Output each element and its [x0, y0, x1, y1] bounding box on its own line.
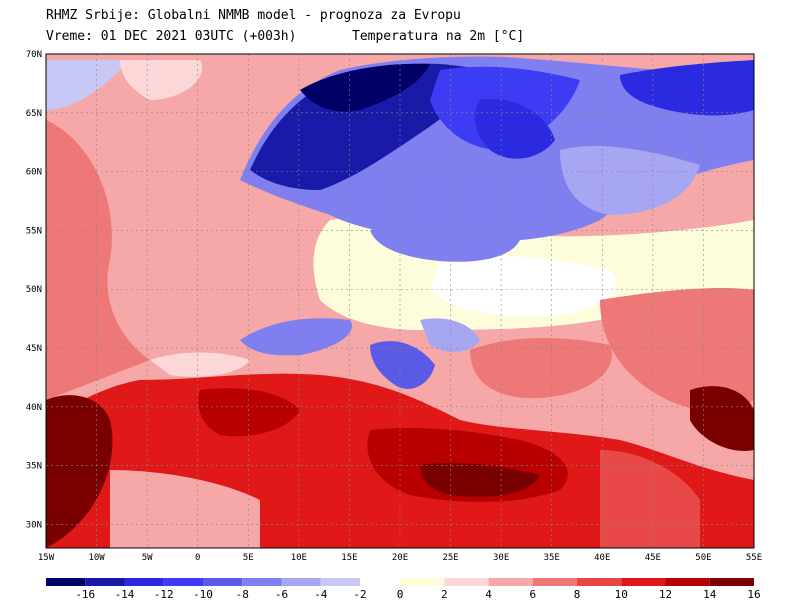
longitude-label: 35E: [544, 553, 560, 563]
colorbar-swatch: [46, 578, 86, 586]
latitude-label: 50N: [26, 285, 42, 295]
longitude-label: 40E: [594, 553, 610, 563]
latitude-label: 45N: [26, 344, 42, 354]
longitude-label: 45E: [645, 553, 661, 563]
map-grid: [45, 53, 755, 548]
latitude-label: 30N: [26, 520, 42, 530]
colorbar-swatch: [400, 578, 445, 586]
colorbar-swatch: [203, 578, 243, 586]
latitude-label: 40N: [26, 403, 42, 413]
longitude-label: 55E: [746, 553, 762, 563]
colorbar-label: -14: [115, 588, 135, 600]
longitude-label: 30E: [493, 553, 509, 563]
colorbar-label: 2: [441, 588, 448, 600]
colorbar-label: 6: [529, 588, 536, 600]
longitude-label: 15W: [38, 553, 55, 563]
map-frame: [45, 53, 755, 549]
variable-label: Temperatura na 2m [°C]: [352, 29, 525, 44]
longitude-label: 20E: [392, 553, 408, 563]
colorbar-label: 4: [485, 588, 492, 600]
longitude-label: 10E: [291, 553, 307, 563]
longitude-label: 0: [195, 553, 200, 563]
latitude-label: 70N: [26, 50, 42, 60]
latitude-labels: 70N 65N 60N 55N 50N 45N 40N 35N 30N: [26, 50, 42, 530]
latitude-label: 55N: [26, 226, 42, 236]
colorbar-label: 14: [703, 588, 717, 600]
longitude-labels: 15W 10W 5W 0 5E 10E 15E 20E 25E 30E 35E 40E 45E 50E 55…: [38, 553, 762, 563]
colorbar: -16 -14 -12 -10 -8 -6 -4 -2 0 2 4 6 8 10 12 14 16: [46, 578, 761, 600]
longitude-label: 50E: [695, 553, 711, 563]
longitude-label: 5W: [142, 553, 153, 563]
latitude-label: 60N: [26, 168, 42, 178]
colorbar-swatch: [444, 578, 489, 586]
latitude-label: 65N: [26, 109, 42, 119]
colorbar-swatch: [621, 578, 666, 586]
longitude-label: 25E: [442, 553, 458, 563]
colorbar-swatch: [85, 578, 125, 586]
colorbar-label: 0: [397, 588, 404, 600]
colorbar-label: -10: [193, 588, 213, 600]
colorbar-swatch: [242, 578, 282, 586]
colorbar-swatch: [163, 578, 203, 586]
colorbar-label: 12: [659, 588, 672, 600]
chart-title: RHMZ Srbije: Globalni NMMB model - progn…: [46, 8, 461, 23]
colorbar-swatch: [281, 578, 321, 586]
colorbar-label: -8: [236, 588, 249, 600]
colorbar-swatch: [320, 578, 360, 586]
colorbar-label: -4: [314, 588, 328, 600]
colorbar-swatch: [709, 578, 754, 586]
colorbar-label: -2: [353, 588, 366, 600]
colorbar-swatch: [124, 578, 164, 586]
colorbar-swatch: [532, 578, 577, 586]
colorbar-swatch: [665, 578, 710, 586]
longitude-label: 5E: [243, 553, 254, 563]
colorbar-swatch: [577, 578, 622, 586]
longitude-label: 15E: [341, 553, 357, 563]
latitude-label: 35N: [26, 462, 42, 472]
colorbar-label: 8: [574, 588, 581, 600]
colorbar-label: 16: [747, 588, 760, 600]
colorbar-label: 10: [615, 588, 628, 600]
colorbar-label: -16: [75, 588, 95, 600]
colorbar-swatch: [488, 578, 533, 586]
valid-time-label: Vreme: 01 DEC 2021 03UTC (+003h): [46, 29, 297, 44]
colorbar-label: -6: [275, 588, 288, 600]
longitude-label: 10W: [88, 553, 105, 563]
colorbar-label: -12: [154, 588, 174, 600]
